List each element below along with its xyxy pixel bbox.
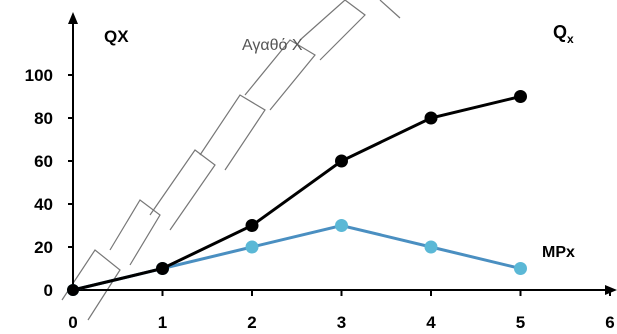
axes [68, 12, 617, 295]
series-line-mpx [72, 223, 521, 292]
y-axis-arrow [68, 12, 78, 24]
data-point-qx [67, 284, 79, 296]
x-tick-label: 2 [247, 313, 256, 332]
data-point-mpx [245, 240, 259, 254]
data-point-qx [424, 111, 438, 125]
x-tick-label: 1 [158, 313, 167, 332]
x-tick-label: 5 [516, 313, 525, 332]
x-tick-label: 6 [605, 313, 614, 332]
series-line-qx [72, 95, 521, 292]
series-label-qx: Qx [553, 22, 574, 46]
series-label-mpx: MPx [542, 244, 575, 261]
series-mpx [67, 219, 527, 296]
y-tick-label: 20 [34, 238, 53, 257]
x-tick-label: 4 [426, 313, 436, 332]
data-point-mpx [335, 219, 348, 232]
data-point-qx [156, 262, 169, 275]
y-tick-label: 0 [44, 281, 53, 300]
series-qx [67, 90, 527, 296]
data-point-qx [514, 90, 527, 103]
y-tick-label: 40 [34, 195, 53, 214]
y-tick-label: 60 [34, 152, 53, 171]
series-label-qx-sub: x [567, 32, 574, 46]
tick-labels: 0 20 40 60 80 100 0 1 2 3 4 5 6 [25, 66, 615, 332]
data-point-qx [245, 219, 259, 232]
x-tick-label: 3 [337, 313, 346, 332]
chart-title: Αγαθό Χ [242, 37, 303, 54]
y-tick-label: 100 [25, 66, 53, 85]
y-tick-label: 80 [34, 109, 53, 128]
series-label-qx-main: Q [553, 22, 567, 42]
data-point-qx [335, 154, 348, 168]
y-axis-label: QX [104, 27, 129, 46]
data-point-mpx [424, 240, 438, 254]
data-point-mpx [514, 262, 527, 275]
series-layer [67, 90, 527, 296]
x-tick-label: 0 [68, 313, 77, 332]
watermark [61, 0, 401, 321]
